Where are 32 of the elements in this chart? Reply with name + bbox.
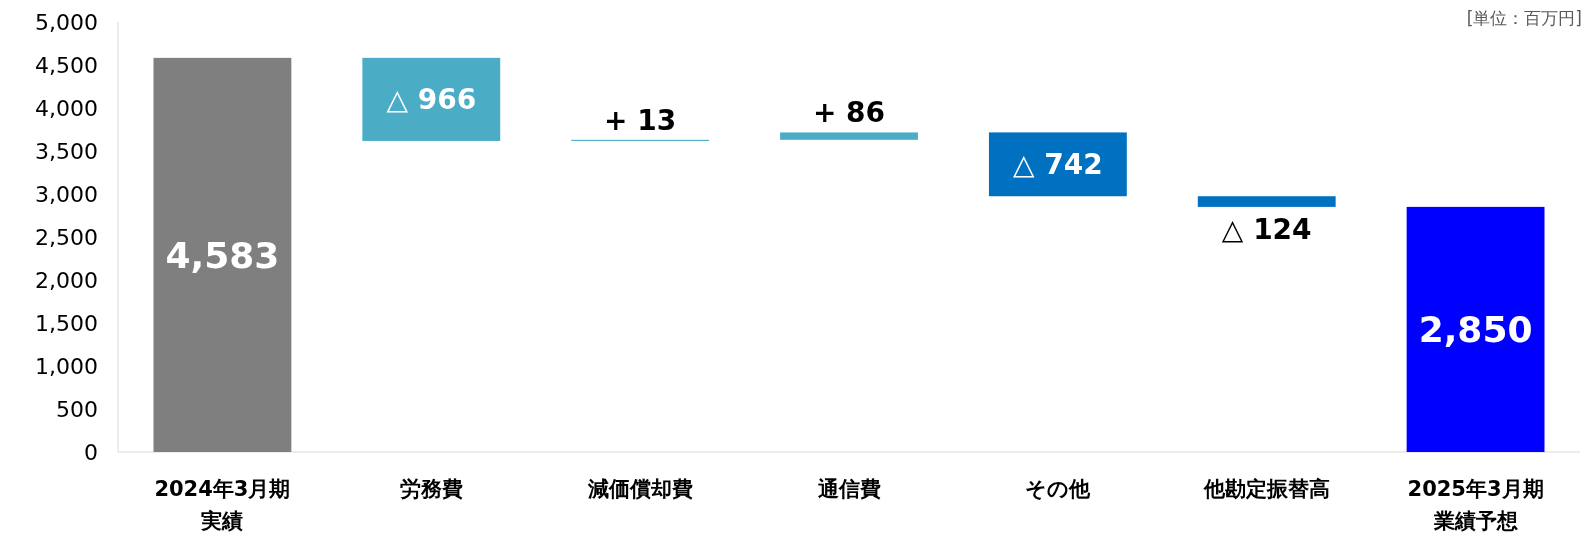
y-tick-label: 2,000 [35, 268, 98, 293]
bar [1197, 196, 1336, 207]
y-tick-label: 1,500 [35, 311, 98, 336]
y-tick-label: 4,000 [35, 96, 98, 121]
data-label: △ 742 [1012, 148, 1103, 182]
bar [988, 132, 1127, 197]
y-tick-label: 3,500 [35, 139, 98, 164]
data-label: + 86 [812, 96, 886, 130]
bar [780, 132, 918, 140]
x-tick-label: 他勘定振替高 [1202, 477, 1330, 501]
x-tick-label: 2025年3月期業績予想 [1407, 477, 1544, 533]
x-tick-label: 2024年3月期実績 [154, 477, 291, 533]
data-label: 2,850 [1418, 309, 1533, 351]
y-tick-label: 1,000 [35, 354, 98, 379]
data-label: + 13 [604, 103, 677, 137]
x-tick-label: 減価償却費 [586, 477, 693, 501]
y-tick-label: 4,500 [35, 53, 98, 78]
y-tick-label: 3,000 [35, 182, 98, 207]
bar [362, 57, 501, 141]
x-tick-label: 労務費 [399, 477, 463, 501]
bar [1406, 206, 1545, 452]
data-label: △ 124 [1221, 212, 1312, 246]
annotation: [単位：百万円] [1466, 8, 1582, 28]
data-label: 4,583 [165, 234, 280, 276]
y-tick-label: 500 [56, 397, 98, 422]
x-tick-label: その他 [1025, 477, 1092, 501]
data-label: △ 966 [386, 83, 477, 117]
y-tick-label: 5,000 [35, 10, 98, 35]
bar [153, 57, 292, 452]
y-tick-label: 2,500 [35, 225, 98, 250]
x-tick-label: 通信費 [816, 477, 881, 501]
y-tick-label: 0 [84, 440, 98, 465]
